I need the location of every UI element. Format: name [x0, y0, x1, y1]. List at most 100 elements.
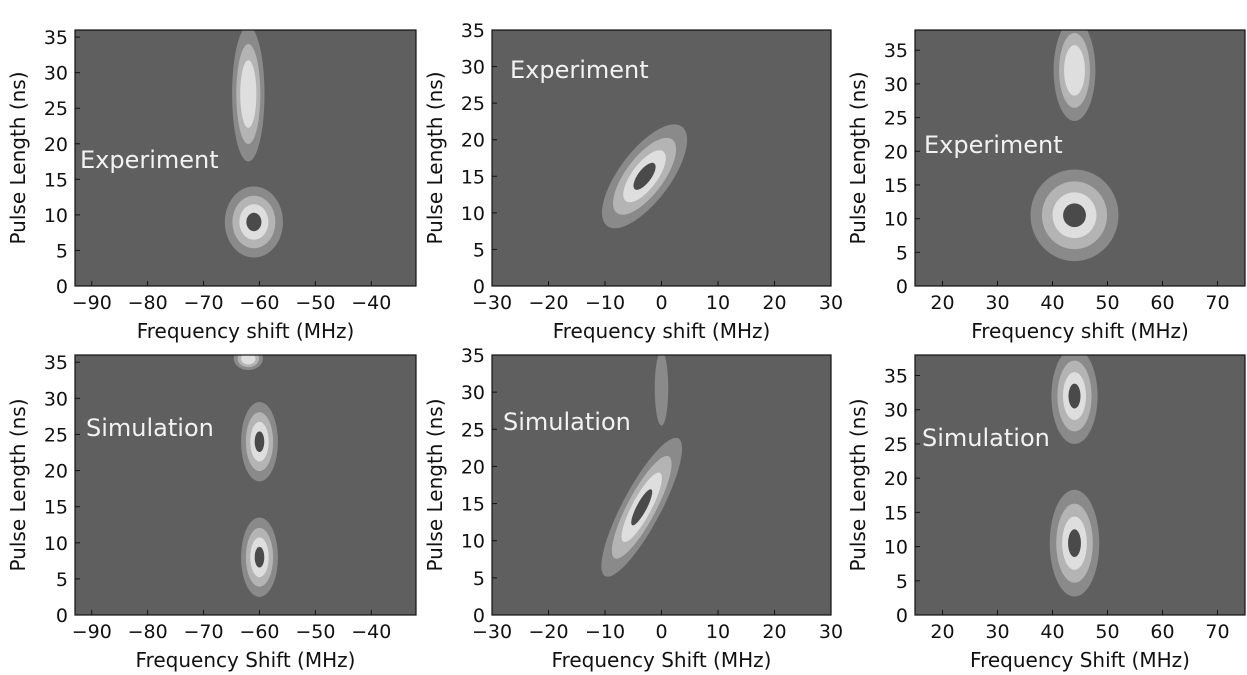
panel-label: Simulation	[922, 424, 1050, 452]
y-axis-label: Pulse Length (ns)	[846, 71, 870, 244]
panel-3: 20 30 40 50 60 70 0 5 10 15 20 25 30 35 Frequency shif…	[846, 29, 1246, 343]
x-tick-label: 30	[985, 292, 1009, 314]
x-tick-label: 10	[706, 621, 730, 643]
x-axis-label: Frequency shift (MHz)	[553, 319, 771, 343]
x-tick-label: −70	[184, 621, 224, 643]
x-tick-label: 10	[706, 292, 730, 314]
y-tick-label: 25	[461, 93, 485, 115]
x-tick-label: −20	[528, 621, 568, 643]
y-tick-label: 10	[44, 533, 68, 555]
y-axis-label: Pulse Length (ns)	[423, 71, 447, 244]
panel-label: Simulation	[503, 408, 631, 436]
x-tick-label: −50	[295, 621, 335, 643]
x-tick-label: −50	[295, 292, 335, 314]
x-tick-label: 20	[762, 292, 786, 314]
contour-level-1	[654, 355, 669, 426]
x-tick-label: −10	[585, 292, 625, 314]
x-axis-label: Frequency Shift (MHz)	[136, 648, 356, 672]
y-tick-label: 20	[461, 130, 485, 152]
contour-group	[224, 30, 283, 258]
y-tick-label: 15	[461, 166, 485, 188]
plot-frame	[914, 354, 1246, 616]
x-tick-label: 0	[655, 621, 667, 643]
y-tick-label: 10	[884, 537, 908, 559]
y-tick-label: 25	[884, 108, 908, 130]
x-tick-label: 20	[930, 621, 954, 643]
x-tick-label: 40	[1040, 292, 1064, 314]
y-tick-label: 5	[56, 240, 68, 262]
y-tick-label: 25	[44, 424, 68, 446]
contour-group	[601, 355, 683, 577]
x-tick-label: −80	[128, 292, 168, 314]
x-tick-label: −70	[184, 292, 224, 314]
y-tick-label: 30	[461, 382, 485, 404]
x-tick-label: −60	[239, 292, 279, 314]
x-tick-label: −90	[72, 621, 112, 643]
x-axis-label: Frequency shift (MHz)	[137, 319, 355, 343]
contour-group	[1049, 355, 1100, 597]
contour-level-4	[1068, 383, 1081, 409]
y-tick-label: 5	[473, 568, 485, 590]
contour-level-3	[240, 60, 257, 128]
y-tick-label: 20	[44, 461, 68, 483]
y-tick-label: 35	[884, 366, 908, 388]
x-tick-label: −90	[72, 292, 112, 314]
y-tick-label: 30	[44, 388, 68, 410]
x-tick-label: 60	[1150, 621, 1174, 643]
y-axis-label: Pulse Length (ns)	[6, 398, 30, 571]
x-axis-label: Frequency Shift (MHz)	[552, 648, 772, 672]
y-tick-label: 35	[461, 20, 485, 42]
y-tick-label: 5	[896, 571, 908, 593]
y-tick-label: 20	[461, 456, 485, 478]
x-tick-label: 20	[762, 621, 786, 643]
x-tick-label: −40	[351, 292, 391, 314]
y-tick-label: 35	[884, 40, 908, 62]
panel-label: Experiment	[924, 131, 1063, 159]
y-tick-label: 0	[473, 605, 485, 627]
panel-4: −90 −80 −70 −60 −50 −40 0 5 10 15 20 25 30 35 Frequenc…	[6, 352, 417, 672]
panel-1: −90 −80 −70 −60 −50 −40 0 5 10 15 20 25 30 35 Frequenc…	[6, 27, 417, 343]
x-axis-label: Frequency shift (MHz)	[971, 319, 1189, 343]
x-tick-label: 70	[1205, 292, 1229, 314]
y-tick-label: 15	[461, 494, 485, 516]
y-tick-label: 15	[884, 502, 908, 524]
x-tick-label: 30	[819, 292, 843, 314]
y-tick-label: 10	[461, 203, 485, 225]
y-tick-label: 0	[896, 276, 908, 298]
y-tick-label: 0	[896, 605, 908, 627]
y-tick-label: 5	[473, 239, 485, 261]
panel-label: Simulation	[86, 414, 214, 442]
y-axis-label: Pulse Length (ns)	[846, 398, 870, 571]
plot-frame	[74, 29, 417, 287]
y-tick-label: 25	[884, 434, 908, 456]
x-tick-label: −40	[351, 621, 391, 643]
plot-frame	[914, 29, 1246, 287]
y-tick-label: 10	[44, 205, 68, 227]
contour-level-4	[631, 489, 653, 526]
contour-level-4	[254, 546, 265, 568]
x-tick-label: −10	[585, 621, 625, 643]
y-tick-label: 20	[884, 141, 908, 163]
y-tick-label: 25	[461, 419, 485, 441]
y-tick-label: 10	[884, 209, 908, 231]
x-tick-label: 40	[1040, 621, 1064, 643]
contour-level-4	[1063, 203, 1086, 228]
panel-5: −30 −20 −10 0 10 20 30 0 5 10 15 20 25 30 35 Frequency …	[423, 345, 843, 672]
x-tick-label: 50	[1095, 292, 1119, 314]
contour-level-4	[246, 212, 262, 232]
x-tick-label: 70	[1205, 621, 1229, 643]
y-tick-label: 15	[44, 497, 68, 519]
y-tick-label: 25	[44, 98, 68, 120]
contour-group	[601, 124, 688, 229]
x-axis-label: Frequency Shift (MHz)	[970, 648, 1190, 672]
panel-label: Experiment	[510, 56, 649, 84]
y-tick-label: 35	[461, 345, 485, 367]
x-tick-label: 30	[985, 621, 1009, 643]
y-axis-label: Pulse Length (ns)	[423, 398, 447, 571]
contour-group	[233, 355, 278, 597]
x-tick-label: −20	[528, 292, 568, 314]
y-tick-label: 30	[884, 74, 908, 96]
panel-2: −30 −20 −10 0 10 20 30 0 5 10 15 20 25 30 35 Frequency …	[423, 20, 843, 343]
y-tick-label: 35	[44, 27, 68, 49]
